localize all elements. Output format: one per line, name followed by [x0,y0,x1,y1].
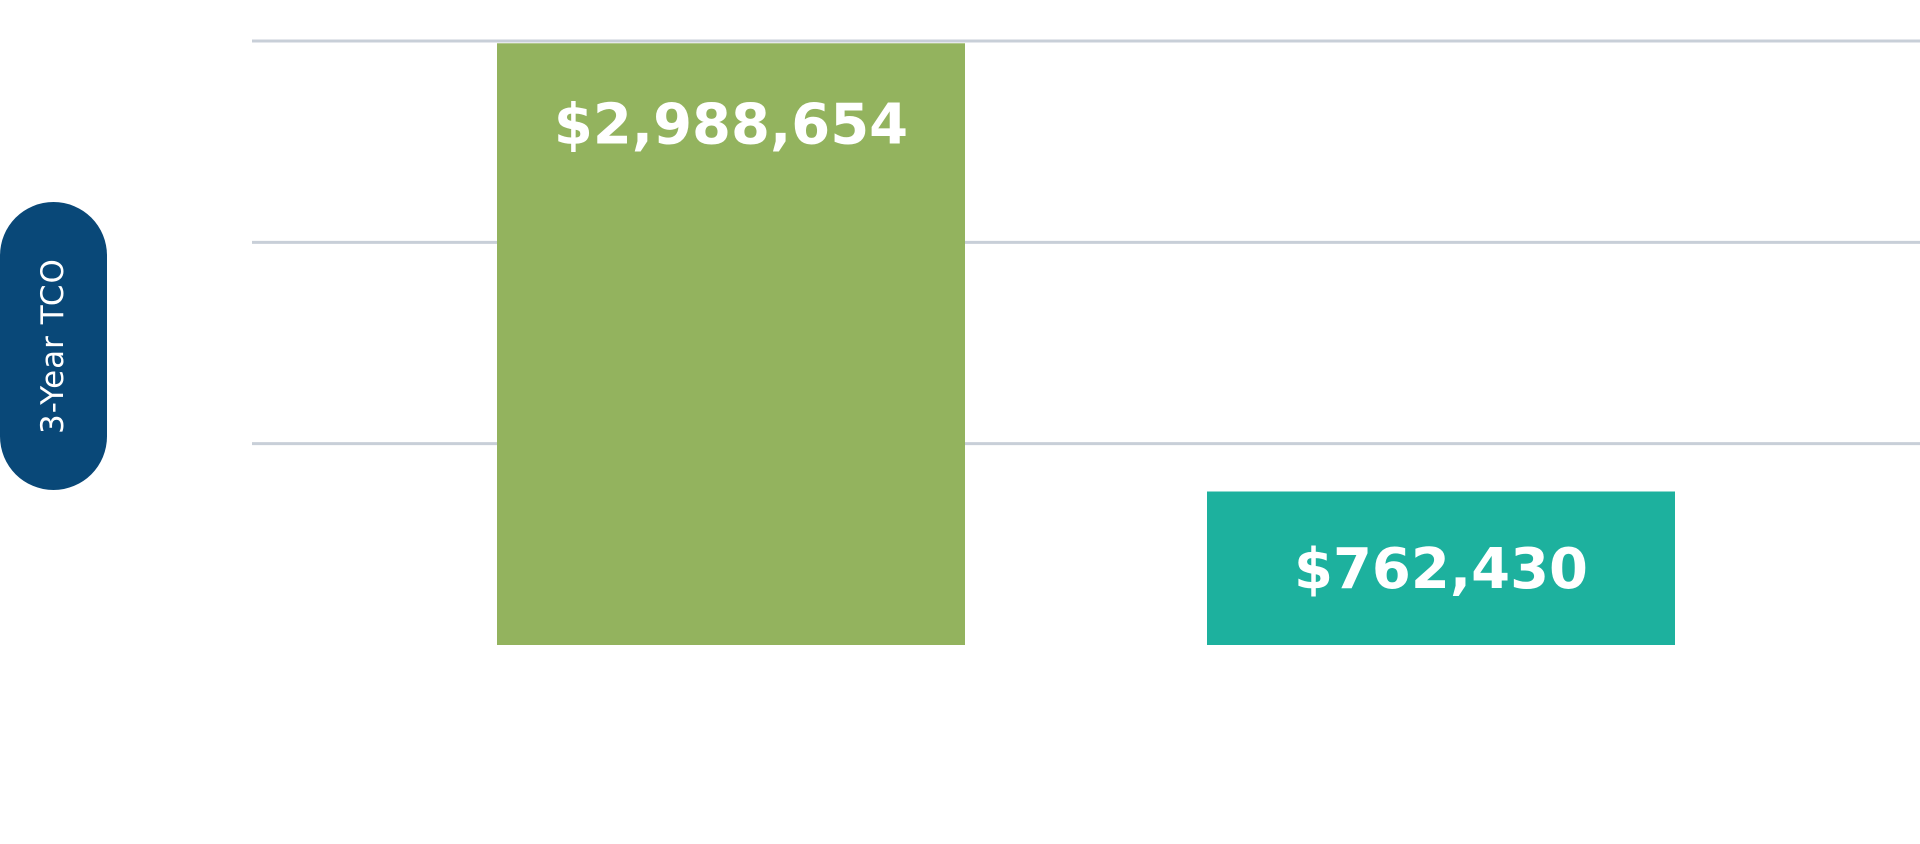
value-labels: $2,988,654 $762,430 [554,92,1588,602]
bar-value-label-1: $2,988,654 [554,92,908,157]
bars [497,43,1675,646]
bar-2 [1207,491,1675,645]
y-axis-label-pill: 3-Year TCO [0,202,107,490]
bar-1 [497,43,965,646]
bar-value-label-2: $762,430 [1294,537,1588,602]
